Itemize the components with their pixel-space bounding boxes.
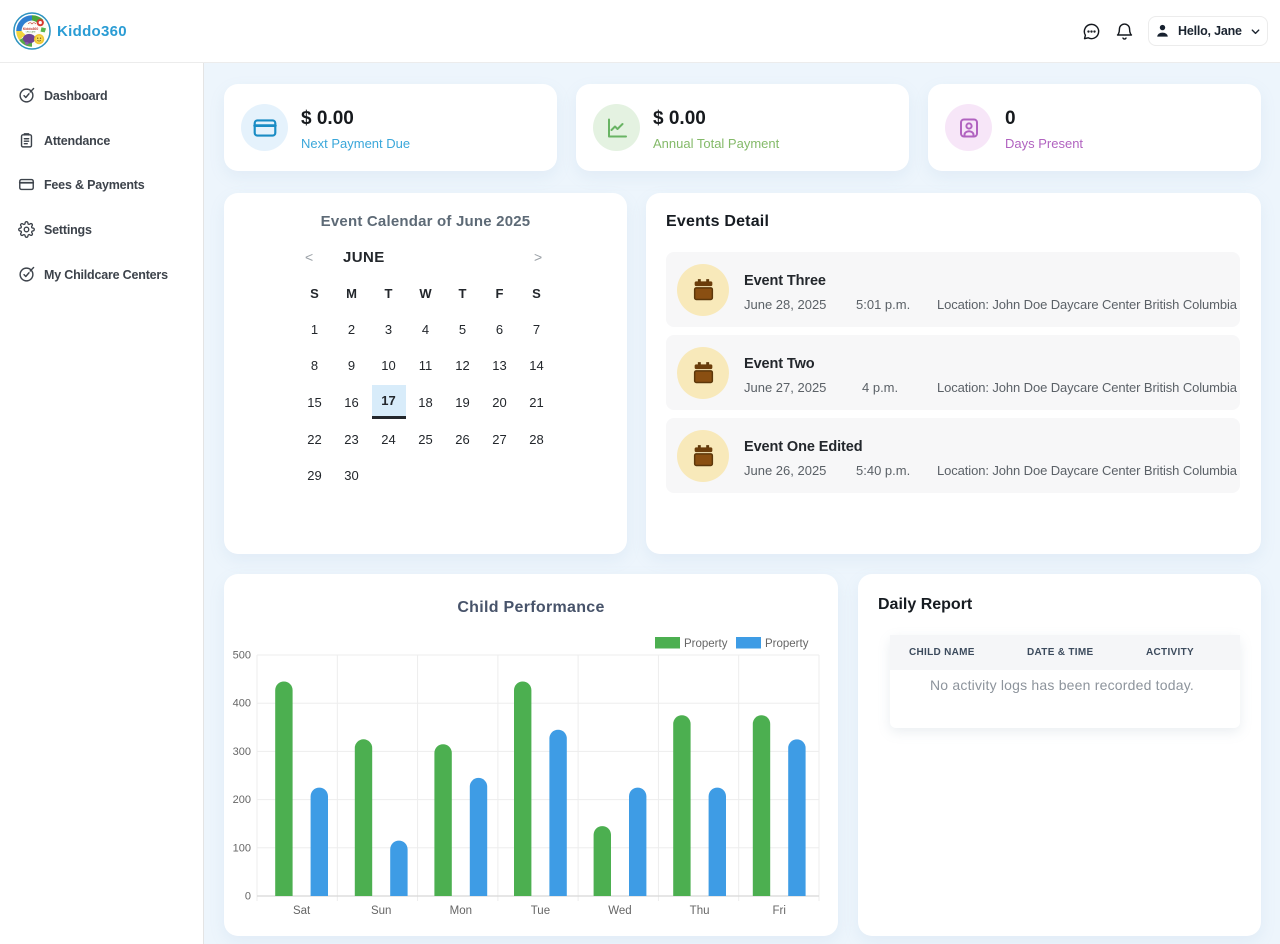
svg-text:100: 100 <box>233 842 251 854</box>
svg-text:Sun: Sun <box>371 905 391 917</box>
svg-text:200: 200 <box>233 794 251 806</box>
svg-text:Property: Property <box>765 638 809 650</box>
svg-text:Mon: Mon <box>450 905 472 917</box>
svg-text:Child Performance: Child Performance <box>457 599 604 616</box>
svg-text:Kiddo360: Kiddo360 <box>23 27 38 31</box>
svg-text:500: 500 <box>233 650 251 662</box>
svg-text:CHILDCARE: CHILDCARE <box>26 31 37 34</box>
svg-text:Property: Property <box>684 638 728 650</box>
svg-text:Wed: Wed <box>608 905 631 917</box>
svg-text:0: 0 <box>245 891 251 903</box>
svg-text:Tue: Tue <box>531 905 550 917</box>
svg-text:300: 300 <box>233 746 251 758</box>
svg-text:400: 400 <box>233 698 251 710</box>
svg-text:Fri: Fri <box>772 905 785 917</box>
svg-text:Thu: Thu <box>690 905 710 917</box>
svg-text:Sat: Sat <box>293 905 311 917</box>
